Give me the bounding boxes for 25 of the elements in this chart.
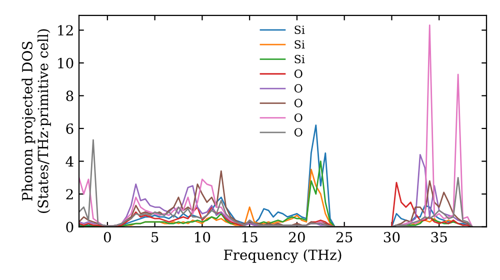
legend-label: Si (294, 26, 305, 34)
y-tick-label: 6 (66, 123, 74, 134)
y-tick-label: 4 (66, 156, 74, 167)
legend-label: O (294, 70, 302, 78)
x-tick-label: 15 (242, 232, 258, 242)
legend-label: O (294, 84, 302, 93)
x-tick-label: 0 (104, 232, 111, 242)
legend-label: Si (294, 40, 305, 49)
y-axis-title: Phonon projected DOS (States/THz·primitive cell) (22, 29, 51, 213)
x-tick-label: 30 (384, 232, 400, 242)
y-tick-label: 0 (66, 222, 74, 232)
y-tick-label: 12 (58, 25, 73, 36)
legend-label: Si (294, 54, 305, 64)
legend-label: O (294, 113, 302, 122)
x-tick-label: 5 (152, 232, 158, 242)
x-tick-label: 35 (431, 232, 447, 242)
x-tick-label: 10 (195, 232, 210, 242)
y-tick-label: 10 (58, 58, 74, 68)
x-axis-title: Frequency (THz) (224, 249, 342, 263)
x-tick-label: 25 (336, 232, 352, 242)
y-tick-label: 8 (66, 90, 74, 102)
legend-label: O (294, 128, 302, 136)
x-tick-label: 20 (289, 232, 305, 242)
legend-label: O (294, 98, 302, 108)
y-tick-label: 2 (66, 188, 73, 200)
